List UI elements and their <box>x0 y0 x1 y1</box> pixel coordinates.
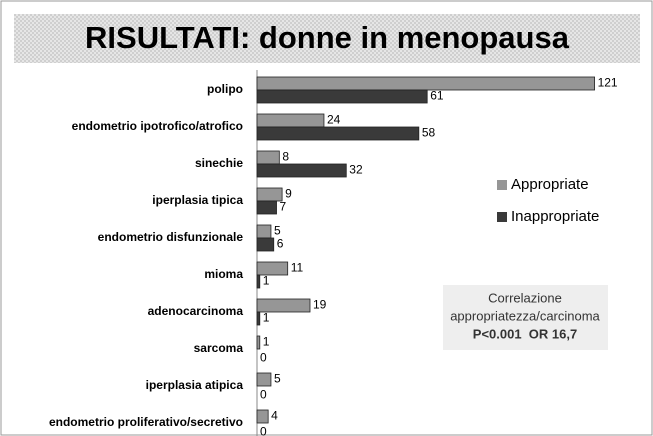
category-label: endometrio disfunzionale <box>98 230 244 244</box>
data-label: 11 <box>291 261 304 275</box>
data-label: 5 <box>274 372 281 386</box>
data-label: 121 <box>598 76 618 90</box>
legend-label: Inappropriate <box>511 208 599 225</box>
bar <box>256 335 261 350</box>
annotation-text: P<0.001 OR 16,7 <box>473 326 577 341</box>
data-label: 1 <box>263 311 270 325</box>
category-label: iperplasia atipica <box>146 378 244 392</box>
bar <box>256 163 347 178</box>
chart-title: RISULTATI: donne in menopausa <box>85 20 570 55</box>
annotation-text: appropriatezza/carcinoma <box>450 308 600 323</box>
data-label: 9 <box>285 187 292 201</box>
bar <box>256 187 283 202</box>
data-label: 5 <box>274 224 281 238</box>
data-label: 32 <box>349 163 363 177</box>
category-label: iperplasia tipica <box>152 193 243 207</box>
data-label: 8 <box>282 150 289 164</box>
data-label: 0 <box>260 388 267 402</box>
bar <box>256 200 277 215</box>
data-label: 1 <box>263 335 270 349</box>
bar <box>256 237 275 252</box>
category-label: polipo <box>207 82 243 96</box>
category-label: mioma <box>204 267 243 281</box>
category-label: adenocarcinoma <box>148 304 244 318</box>
category-label: sinechie <box>195 156 243 170</box>
bar <box>256 372 272 387</box>
data-label: 1 <box>263 274 270 288</box>
category-label: endometrio ipotrofico/atrofico <box>72 119 243 133</box>
data-label: 0 <box>260 425 267 436</box>
legend-swatch <box>497 212 507 222</box>
title-band <box>14 14 640 63</box>
bar <box>256 261 289 276</box>
bar <box>256 89 428 104</box>
bar <box>256 126 420 141</box>
data-label: 24 <box>327 113 341 127</box>
data-label: 7 <box>280 200 287 214</box>
category-label: endometrio proliferativo/secretivo <box>49 415 243 429</box>
data-label: 19 <box>313 298 327 312</box>
annotation-box <box>443 285 608 350</box>
bar <box>256 76 595 91</box>
bar <box>256 409 269 424</box>
data-label: 0 <box>260 351 267 365</box>
data-label: 58 <box>422 126 436 140</box>
bar <box>256 298 311 313</box>
data-label: 61 <box>430 89 444 103</box>
annotation-text: Correlazione <box>488 290 562 305</box>
bar <box>256 224 272 239</box>
data-label: 4 <box>271 409 278 423</box>
legend-label: Appropriate <box>511 176 589 193</box>
category-label: sarcoma <box>194 341 244 355</box>
bar <box>256 150 280 165</box>
bar <box>256 274 261 289</box>
bar <box>256 311 261 326</box>
bar <box>256 113 325 128</box>
legend-swatch <box>497 180 507 190</box>
data-label: 6 <box>277 237 284 251</box>
